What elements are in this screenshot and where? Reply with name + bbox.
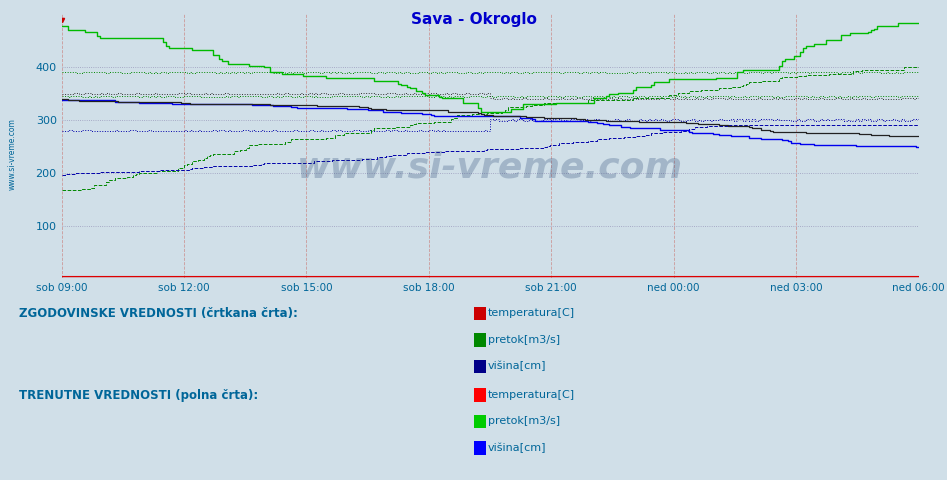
- Text: pretok[m3/s]: pretok[m3/s]: [488, 335, 560, 345]
- Text: www.si-vreme.com: www.si-vreme.com: [297, 151, 683, 184]
- Text: TRENUTNE VREDNOSTI (polna črta):: TRENUTNE VREDNOSTI (polna črta):: [19, 389, 259, 402]
- Text: višina[cm]: višina[cm]: [488, 361, 546, 372]
- Text: www.si-vreme.com: www.si-vreme.com: [8, 118, 17, 190]
- Text: ZGODOVINSKE VREDNOSTI (črtkana črta):: ZGODOVINSKE VREDNOSTI (črtkana črta):: [19, 307, 297, 320]
- Text: višina[cm]: višina[cm]: [488, 443, 546, 453]
- Text: temperatura[C]: temperatura[C]: [488, 309, 575, 318]
- Text: temperatura[C]: temperatura[C]: [488, 390, 575, 400]
- Text: Sava - Okroglo: Sava - Okroglo: [411, 12, 536, 27]
- Text: pretok[m3/s]: pretok[m3/s]: [488, 417, 560, 426]
